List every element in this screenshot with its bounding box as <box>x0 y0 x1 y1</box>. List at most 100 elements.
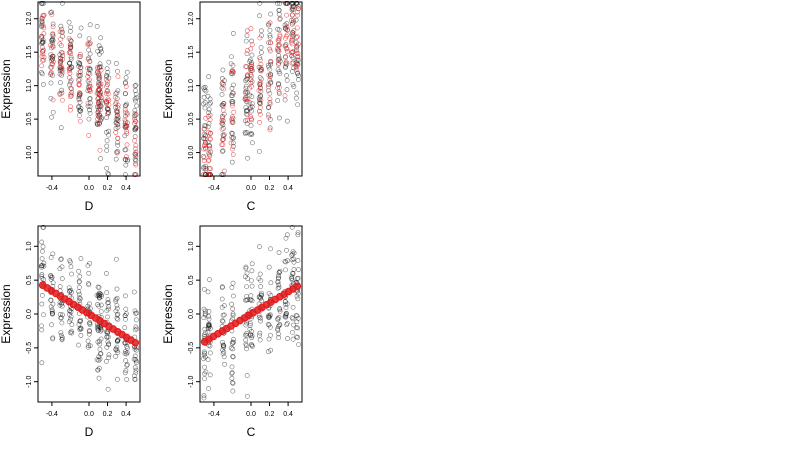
data-point <box>85 74 91 79</box>
data-point <box>275 37 281 43</box>
data-point <box>133 91 139 97</box>
data-point <box>50 21 56 27</box>
data-point <box>247 326 253 332</box>
data-point <box>291 84 297 90</box>
data-point <box>275 42 281 48</box>
x-tick-label: 0.2 <box>103 185 113 192</box>
data-point <box>219 121 225 127</box>
data-point <box>115 135 121 141</box>
data-point <box>115 68 120 74</box>
data-point <box>295 232 301 238</box>
data-point <box>125 157 130 163</box>
data-point <box>104 79 110 85</box>
data-point <box>103 359 109 364</box>
data-point <box>132 113 138 119</box>
data-point <box>58 330 64 335</box>
data-point <box>258 80 264 85</box>
data-point <box>283 59 289 65</box>
data-point <box>290 12 296 18</box>
data-point <box>285 27 290 33</box>
data-point <box>284 320 290 326</box>
data-point <box>76 268 82 274</box>
data-point <box>202 105 208 111</box>
x-axis-label: D <box>85 425 94 439</box>
data-point <box>87 322 93 327</box>
data-point <box>115 74 121 79</box>
data-point <box>267 101 273 107</box>
data-point <box>284 232 290 238</box>
data-point <box>207 277 212 283</box>
data-point <box>113 91 119 97</box>
data-point <box>87 343 93 349</box>
data-point <box>220 319 226 324</box>
data-point <box>275 316 281 322</box>
data-point <box>295 334 300 340</box>
data-point <box>295 258 301 263</box>
data-point <box>98 67 104 73</box>
data-point <box>294 48 299 54</box>
data-point <box>257 85 263 91</box>
data-point <box>104 66 110 72</box>
data-point <box>267 125 273 131</box>
data-point <box>229 69 235 74</box>
data-point <box>49 61 55 67</box>
data-point <box>244 28 250 34</box>
data-point <box>115 109 121 115</box>
data-point <box>289 275 295 281</box>
data-point <box>201 126 207 132</box>
data-point <box>206 143 212 148</box>
x-tick-label: 0.4 <box>283 185 293 192</box>
data-point <box>243 337 249 343</box>
data-point <box>68 94 73 99</box>
data-point <box>295 12 300 18</box>
data-point <box>256 314 262 320</box>
data-point <box>123 109 128 115</box>
data-point <box>257 35 263 41</box>
series-fitted <box>200 0 301 178</box>
data-point <box>67 308 73 313</box>
data-point <box>39 272 45 277</box>
data-point <box>96 101 102 107</box>
data-point <box>230 311 236 317</box>
data-point <box>105 330 110 336</box>
data-point <box>76 104 82 109</box>
data-point <box>243 274 248 280</box>
data-point <box>50 301 56 307</box>
y-tick-label: -1.0 <box>188 376 195 388</box>
data-point <box>99 95 104 101</box>
data-point <box>60 56 65 62</box>
data-point <box>221 344 227 350</box>
data-point <box>207 112 213 118</box>
data-point <box>97 346 103 352</box>
data-point <box>277 85 282 90</box>
data-point <box>114 312 120 318</box>
data-point <box>48 42 54 48</box>
data-point <box>206 113 211 119</box>
data-point <box>205 329 211 335</box>
data-point <box>257 80 263 86</box>
data-point <box>48 55 54 61</box>
data-point <box>230 306 236 312</box>
data-point <box>40 13 46 19</box>
data-point <box>294 67 300 72</box>
panel-c-expression-bottom: -0.4 0.0 0.2 0.4 -1.0 -0.5 0.0 0.5 1.0 C Expressio… <box>161 224 303 439</box>
data-point <box>96 72 101 78</box>
data-point <box>266 40 272 46</box>
data-point <box>132 365 138 371</box>
data-point <box>114 150 120 156</box>
data-point <box>58 315 64 321</box>
data-point <box>200 172 206 178</box>
data-point <box>203 167 209 173</box>
data-point <box>77 327 83 332</box>
data-point <box>124 69 130 75</box>
data-point <box>208 166 214 172</box>
data-point <box>282 93 288 99</box>
data-point <box>205 172 211 178</box>
data-point <box>95 284 101 290</box>
data-point <box>104 101 109 107</box>
data-point <box>276 82 282 87</box>
data-point <box>293 45 299 51</box>
data-point <box>104 165 110 171</box>
data-point <box>123 172 128 178</box>
